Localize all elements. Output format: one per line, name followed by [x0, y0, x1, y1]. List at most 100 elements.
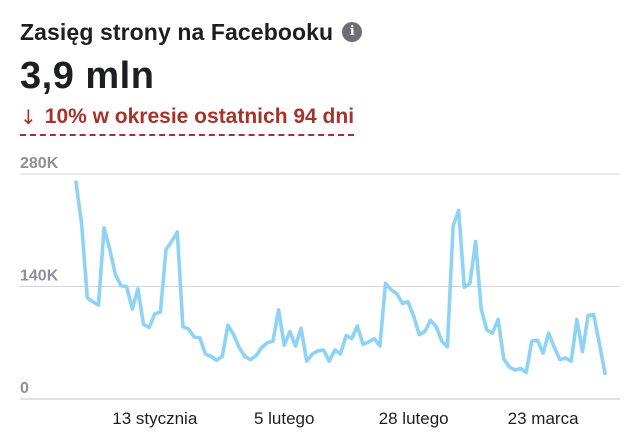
data-point[interactable] — [270, 339, 275, 344]
data-point[interactable] — [501, 356, 506, 361]
data-point[interactable] — [107, 247, 112, 252]
data-point[interactable] — [119, 283, 124, 288]
data-point[interactable] — [169, 239, 174, 244]
data-point[interactable] — [147, 325, 152, 330]
data-point[interactable] — [248, 357, 253, 362]
data-point[interactable] — [563, 356, 568, 361]
data-point[interactable] — [175, 229, 180, 234]
data-point[interactable] — [299, 326, 304, 331]
data-point[interactable] — [349, 336, 354, 341]
data-point[interactable] — [265, 340, 270, 345]
data-point[interactable] — [355, 323, 360, 328]
data-point[interactable] — [591, 312, 596, 317]
data-point[interactable] — [259, 345, 264, 350]
data-point[interactable] — [597, 341, 602, 346]
data-point[interactable] — [344, 333, 349, 338]
data-point[interactable] — [254, 353, 259, 358]
data-point[interactable] — [186, 327, 191, 332]
data-point[interactable] — [406, 299, 411, 304]
data-point[interactable] — [557, 357, 562, 362]
data-point[interactable] — [282, 343, 287, 348]
info-icon[interactable]: i — [342, 22, 363, 42]
data-point[interactable] — [389, 287, 394, 292]
data-point[interactable] — [366, 339, 371, 344]
data-point[interactable] — [445, 344, 450, 349]
data-point[interactable] — [90, 299, 95, 304]
data-point[interactable] — [197, 335, 202, 340]
data-point[interactable] — [496, 317, 501, 322]
data-point[interactable] — [383, 281, 388, 286]
data-point[interactable] — [327, 359, 332, 364]
data-point[interactable] — [394, 291, 399, 296]
change-text: 10% w okresie ostatnich 94 dni — [44, 105, 355, 128]
data-point[interactable] — [209, 354, 214, 359]
data-point[interactable] — [535, 338, 540, 343]
data-point[interactable] — [372, 336, 377, 341]
data-point[interactable] — [541, 351, 546, 356]
data-point[interactable] — [287, 329, 292, 334]
data-point[interactable] — [124, 284, 129, 289]
data-point[interactable] — [242, 354, 247, 359]
data-point[interactable] — [74, 180, 79, 185]
data-point[interactable] — [141, 322, 146, 327]
data-point[interactable] — [586, 313, 591, 318]
data-point[interactable] — [338, 352, 343, 357]
data-point[interactable] — [237, 345, 242, 350]
data-point[interactable] — [524, 370, 529, 375]
data-point[interactable] — [321, 347, 326, 352]
data-point[interactable] — [411, 314, 416, 319]
data-point[interactable] — [546, 331, 551, 336]
data-point[interactable] — [518, 366, 523, 371]
data-point[interactable] — [164, 247, 169, 252]
data-point[interactable] — [85, 295, 90, 300]
data-point[interactable] — [484, 327, 489, 332]
data-point[interactable] — [512, 368, 517, 373]
data-point[interactable] — [377, 343, 382, 348]
data-point[interactable] — [102, 225, 107, 230]
data-point[interactable] — [428, 318, 433, 323]
data-point[interactable] — [79, 221, 84, 226]
data-point[interactable] — [569, 359, 574, 364]
data-point[interactable] — [214, 358, 219, 363]
data-point[interactable] — [451, 224, 456, 229]
data-point[interactable] — [276, 307, 281, 312]
data-point[interactable] — [152, 311, 157, 316]
data-point[interactable] — [315, 348, 320, 353]
data-point[interactable] — [310, 352, 315, 357]
data-point[interactable] — [130, 307, 135, 312]
data-point[interactable] — [332, 347, 337, 352]
data-point[interactable] — [113, 272, 118, 277]
data-point[interactable] — [434, 324, 439, 329]
data-point[interactable] — [180, 324, 185, 329]
data-point[interactable] — [580, 349, 585, 354]
data-point[interactable] — [456, 208, 461, 213]
data-point[interactable] — [293, 343, 298, 348]
data-point[interactable] — [231, 332, 236, 337]
data-point[interactable] — [507, 364, 512, 369]
data-point[interactable] — [479, 307, 484, 312]
change-indicator[interactable]: ↓ 10% w okresie ostatnich 94 dni — [20, 104, 355, 136]
data-point[interactable] — [439, 339, 444, 344]
data-point[interactable] — [158, 310, 163, 315]
data-point[interactable] — [467, 281, 472, 286]
data-point[interactable] — [135, 286, 140, 291]
data-point[interactable] — [203, 352, 208, 357]
data-point[interactable] — [225, 323, 230, 328]
data-point[interactable] — [462, 285, 467, 290]
data-point[interactable] — [417, 332, 422, 337]
data-point[interactable] — [192, 335, 197, 340]
data-point[interactable] — [400, 301, 405, 306]
data-point[interactable] — [529, 339, 534, 344]
data-point[interactable] — [603, 371, 608, 376]
data-point[interactable] — [490, 331, 495, 336]
data-point[interactable] — [574, 317, 579, 322]
data-point[interactable] — [96, 302, 101, 307]
data-point[interactable] — [422, 329, 427, 334]
reach-series-line[interactable] — [74, 180, 607, 376]
reach-line-chart[interactable]: 0 140K 280K 13 stycznia 5 lutego 28 lutego 23… — [0, 150, 640, 435]
data-point[interactable] — [361, 342, 366, 347]
data-point[interactable] — [473, 239, 478, 244]
data-point[interactable] — [220, 354, 225, 359]
data-point[interactable] — [304, 359, 309, 364]
data-point[interactable] — [552, 345, 557, 350]
